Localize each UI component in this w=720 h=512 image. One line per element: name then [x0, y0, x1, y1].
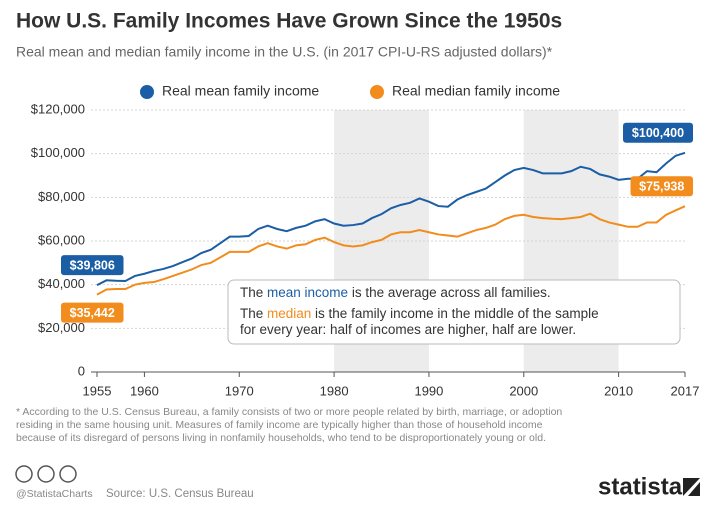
value-label: $100,400 [632, 126, 684, 140]
legend-label: Real mean family income [162, 83, 319, 99]
value-label-box [61, 302, 124, 323]
series-line [96, 205, 686, 296]
annotation-text: is the average across all families. [348, 285, 551, 300]
series-line [96, 151, 686, 286]
value-label: $35,442 [70, 306, 115, 320]
icon [15, 465, 33, 483]
chart-title: How U.S. Family Incomes Have Grown Since… [16, 10, 562, 33]
credit: @StatistaCharts [16, 488, 93, 500]
notes: * According to the U.S. Census Bureau, a… [16, 406, 562, 444]
annotation-line: for every year: half of incomes are high… [240, 322, 576, 337]
y-tick-label: $120,000 [31, 101, 85, 116]
footnote: * According to the U.S. Census Bureau, a… [16, 406, 562, 418]
brand-icon [683, 478, 700, 496]
value-label-box [61, 255, 124, 276]
value-label-box [630, 176, 693, 197]
value-label: $39,806 [70, 258, 115, 272]
footnote: because of its disregard of persons livi… [16, 432, 546, 444]
y-tick-label: $80,000 [38, 189, 85, 204]
annotation-line: The mean income is the average across al… [240, 285, 551, 300]
legend-label: Real median family income [392, 83, 560, 99]
footnote: residing in the same housing unit. Measu… [16, 419, 543, 431]
annotation-text: is the family income in the middle of th… [311, 306, 598, 321]
license-icons [15, 465, 77, 483]
x-tick-label: 1960 [130, 383, 159, 398]
annotation-text: The [240, 306, 267, 321]
x-tick-label: 1980 [320, 383, 349, 398]
legend-marker [370, 85, 384, 99]
lines [96, 151, 686, 296]
y-tick-label: $40,000 [38, 276, 85, 291]
annotation-text: The [240, 285, 267, 300]
annotation: The mean income is the average across al… [240, 285, 599, 337]
y-tick-label: $60,000 [38, 232, 85, 247]
source: Source: U.S. Census Bureau [106, 488, 254, 500]
legend-marker [140, 85, 154, 99]
annotation-line: The median is the family income in the m… [240, 306, 599, 321]
icon [59, 465, 77, 483]
annotation-text: for every year: half of incomes are high… [240, 322, 576, 337]
annotation-text: median [267, 306, 311, 321]
x-tick-label: 1990 [414, 383, 443, 398]
x-tick-label: 2017 [671, 383, 700, 398]
x-tick-label: 1955 [83, 383, 112, 398]
y-tick-label: $100,000 [31, 145, 85, 160]
value-label: $75,938 [639, 179, 684, 193]
y-tick-label: $20,000 [38, 320, 85, 335]
y-tick-label: 0 [78, 363, 85, 378]
brand: statista [598, 473, 683, 500]
x-tick-label: 1970 [225, 383, 254, 398]
chart-subtitle: Real mean and median family income in th… [16, 44, 553, 60]
icon [37, 465, 55, 483]
annotation-text: mean income [267, 285, 348, 300]
value-labels: $39,806 $100,400 $35,442 $75,938 [61, 122, 693, 323]
x-tick-label: 2010 [604, 383, 633, 398]
x-tick-label: 2000 [509, 383, 538, 398]
annotation-box [227, 279, 681, 345]
value-label-box [623, 122, 693, 143]
